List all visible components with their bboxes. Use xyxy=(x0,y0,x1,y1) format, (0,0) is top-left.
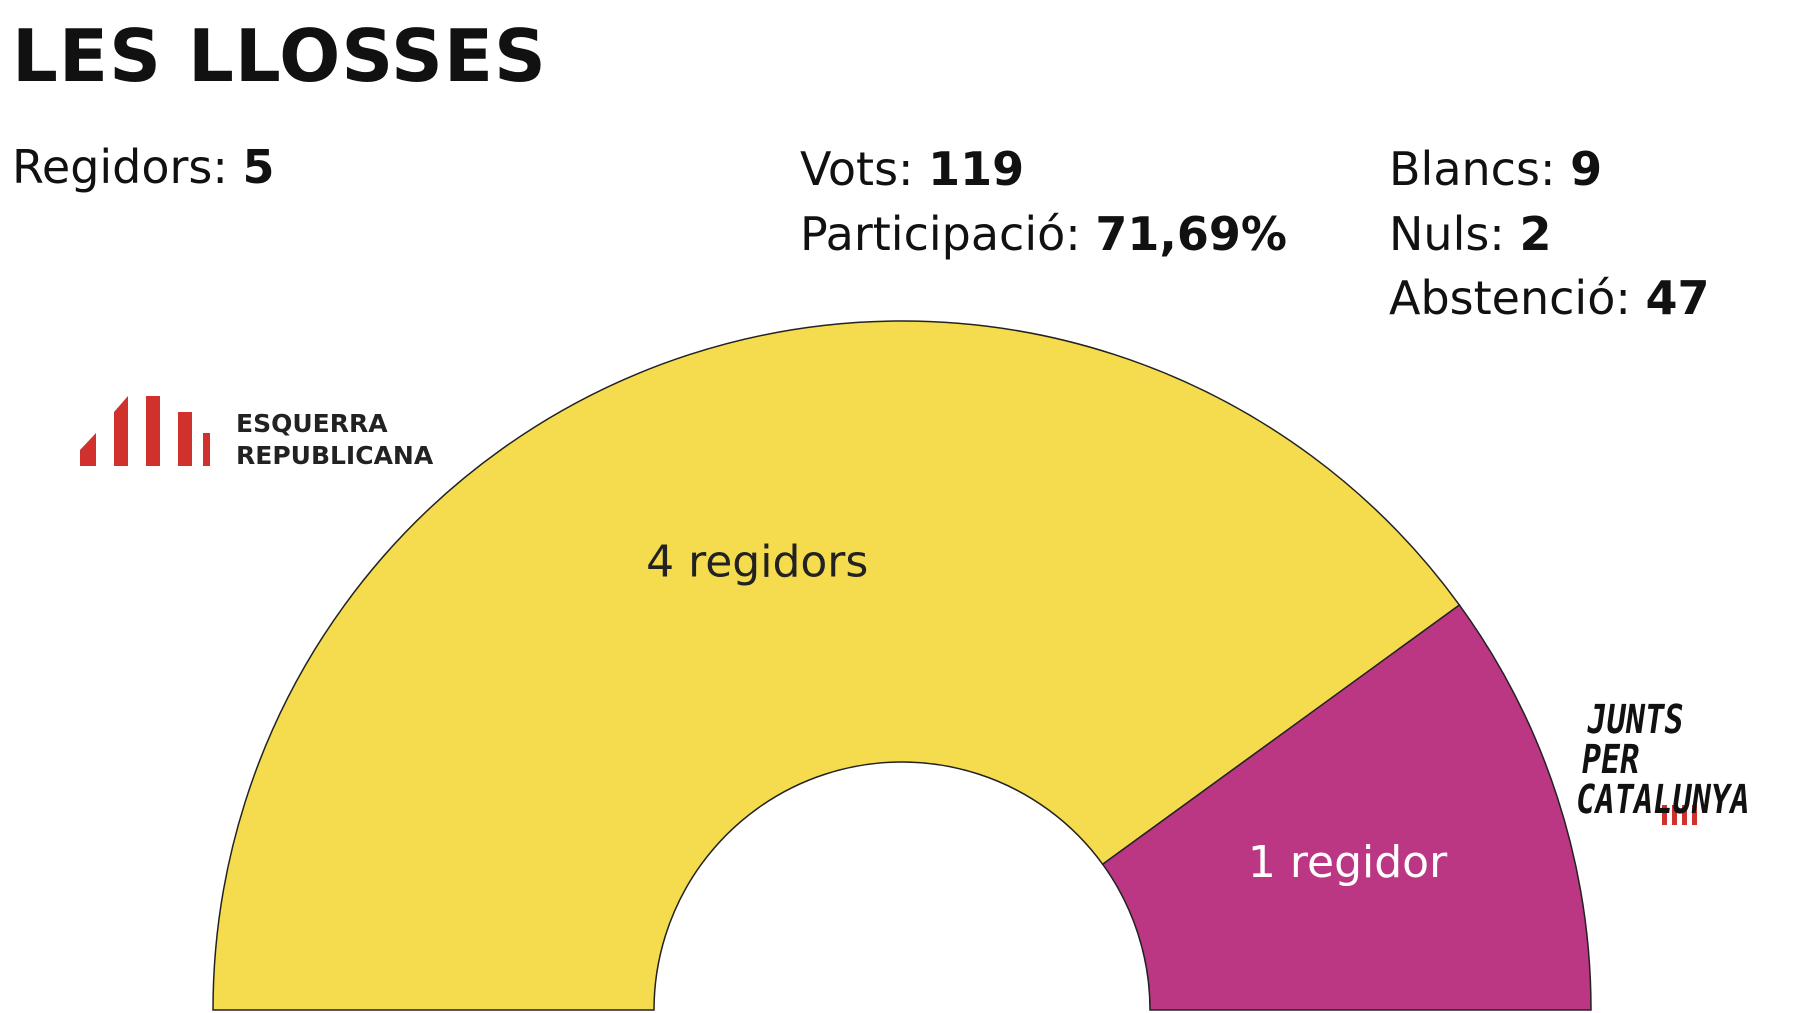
stat: Abstenció: 47 xyxy=(1389,271,1709,325)
stat-value: 47 xyxy=(1645,271,1710,325)
stat: Participació: 71,69% xyxy=(800,207,1287,261)
stat-label: Blancs: xyxy=(1389,142,1556,196)
stat-value: 119 xyxy=(928,142,1025,196)
title: LES LLOSSES xyxy=(12,14,547,98)
stat: Nuls: 2 xyxy=(1389,207,1551,261)
stat-label: Participació: xyxy=(800,207,1081,261)
stat: Vots: 119 xyxy=(800,142,1024,196)
stat-value: 5 xyxy=(242,140,275,194)
legend-label: ESQUERRA REPUBLICANA xyxy=(236,409,434,470)
stat: Regidors: 5 xyxy=(12,140,275,194)
stat-label: Nuls: xyxy=(1389,207,1505,261)
value-label: 4 regidors xyxy=(646,536,868,587)
erc-logo-bars xyxy=(80,396,210,466)
stat-value: 71,69% xyxy=(1095,207,1287,261)
stat-value: 2 xyxy=(1519,207,1552,261)
stat: Blancs: 9 xyxy=(1389,142,1602,196)
legend-label: JUNTS PER CATALUNYA xyxy=(1572,697,1753,823)
slice xyxy=(1101,603,1592,1011)
value-label: 1 regidor xyxy=(1248,837,1448,888)
stat-label: Abstenció: xyxy=(1389,271,1631,325)
stat-label: Regidors: xyxy=(12,140,228,194)
slice xyxy=(212,320,1461,1011)
stat-value: 9 xyxy=(1570,142,1603,196)
stat-label: Vots: xyxy=(800,142,914,196)
junts-logo-bars xyxy=(1662,805,1697,825)
